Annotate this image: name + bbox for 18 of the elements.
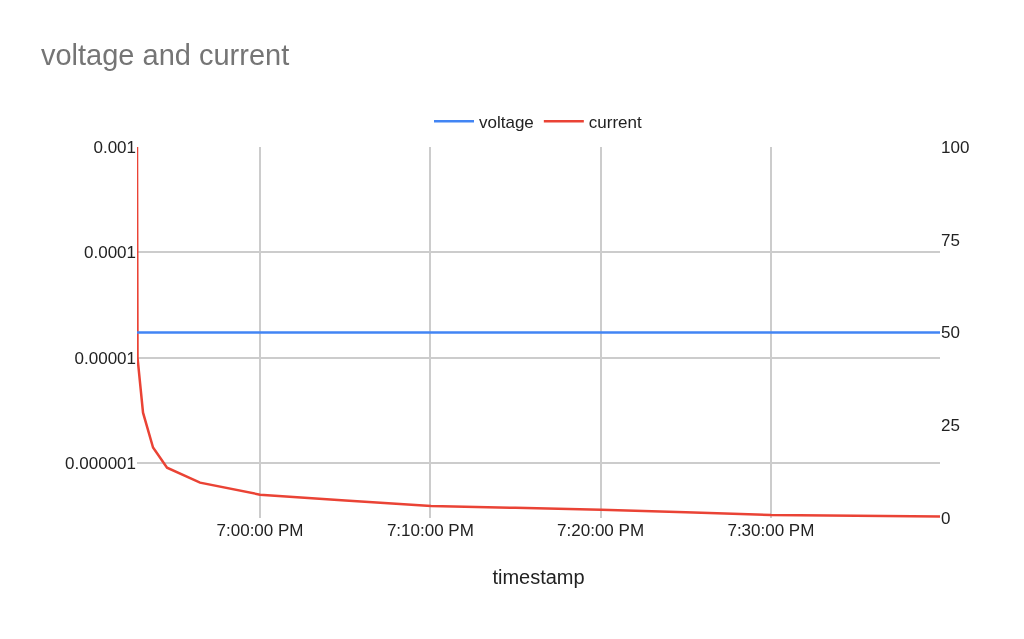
y-tick-label: 0.000001 <box>65 453 136 473</box>
y2-tick-label: 100 <box>941 137 970 157</box>
legend-label: voltage <box>479 112 534 132</box>
y-tick-label: 0.00001 <box>74 348 136 368</box>
line-series <box>137 147 940 518</box>
x-axis-title: timestamp <box>492 565 585 588</box>
x-tick-label: 7:20:00 PM <box>557 521 645 540</box>
legend-label: current <box>588 112 643 132</box>
y2-tick-label: 25 <box>941 416 960 436</box>
y2-tick-label: 0 <box>941 508 951 528</box>
y-tick-label: 0.001 <box>93 137 136 157</box>
chart-title: voltage and current <box>40 39 290 72</box>
y2-tick-label: 75 <box>941 230 960 250</box>
y2-tick-label: 50 <box>941 323 960 343</box>
y-tick-label: 0.0001 <box>84 243 136 263</box>
x-tick-label: 7:00:00 PM <box>216 521 304 540</box>
x-tick-label: 7:30:00 PM <box>727 521 815 540</box>
x-tick-label: 7:10:00 PM <box>386 521 474 540</box>
